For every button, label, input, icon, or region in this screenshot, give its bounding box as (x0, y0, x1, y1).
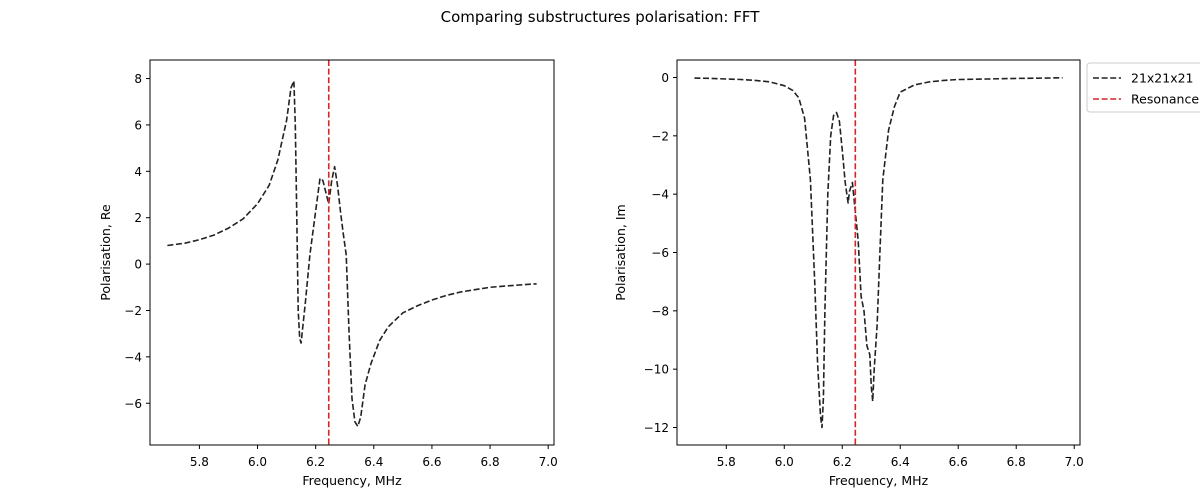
legend: 21x21x21 Resonance (1086, 62, 1200, 113)
x-tick-label: 7.0 (539, 455, 558, 469)
y-tick-label: −4 (124, 350, 142, 364)
x-tick-label: 6.4 (891, 455, 910, 469)
y-tick-label: −6 (651, 246, 669, 260)
axes-frame (149, 59, 555, 446)
y-tick-label: −2 (651, 129, 669, 143)
x-axis-label: Frequency, MHz (302, 473, 402, 488)
y-tick-label: −8 (651, 304, 669, 318)
y-tick-label: 6 (134, 118, 142, 132)
y-tick-label: −6 (124, 397, 142, 411)
left-axes-real-part: 5.8 6.0 6.2 6.4 6.6 6.8 7.0 8 6 4 2 0 −2 −4 −6 Frequenc… (98, 59, 558, 488)
x-tick-label: 6.6 (422, 455, 441, 469)
x-tick-label: 6.6 (949, 455, 968, 469)
x-tick-label: 6.8 (481, 455, 500, 469)
series-line-21x21x21 (694, 77, 1063, 429)
x-tick-label: 6.2 (833, 455, 852, 469)
x-tick-label: 5.8 (717, 455, 736, 469)
y-tick-label: −12 (644, 421, 669, 435)
y-tick-label: 0 (134, 258, 142, 272)
y-tick-label: 2 (134, 211, 142, 225)
x-tick-label: 6.8 (1007, 455, 1026, 469)
figure-title: Comparing substructures polarisation: FF… (441, 8, 761, 26)
legend-label-21x21x21: 21x21x21 (1131, 71, 1194, 86)
x-tick-label: 6.2 (306, 455, 325, 469)
x-tick-label: 6.0 (248, 455, 267, 469)
series-line-21x21x21 (167, 80, 537, 428)
plot-area (694, 60, 1063, 445)
right-axes-imaginary-part: 5.8 6.0 6.2 6.4 6.6 6.8 7.0 0 −2 −4 −6 −8 −10 −12 Freq… (613, 59, 1084, 488)
x-tick-label: 7.0 (1065, 455, 1084, 469)
y-tick-label: −4 (651, 188, 669, 202)
y-tick-label: 8 (134, 72, 142, 86)
plot-area (167, 60, 537, 445)
x-tick-label: 6.0 (775, 455, 794, 469)
axes-frame (676, 59, 1081, 446)
y-tick-label: 0 (661, 71, 669, 85)
y-axis-label: Polarisation, Re (98, 204, 113, 301)
y-tick-label: 4 (134, 165, 142, 179)
y-tick-label: −2 (124, 304, 142, 318)
legend-label-resonance: Resonance (1131, 92, 1199, 107)
x-tick-label: 6.4 (364, 455, 383, 469)
x-tick-label: 5.8 (190, 455, 209, 469)
y-axis-label: Polarisation, Im (613, 204, 628, 300)
x-axis-label: Frequency, MHz (829, 473, 929, 488)
y-tick-label: −10 (644, 363, 669, 377)
